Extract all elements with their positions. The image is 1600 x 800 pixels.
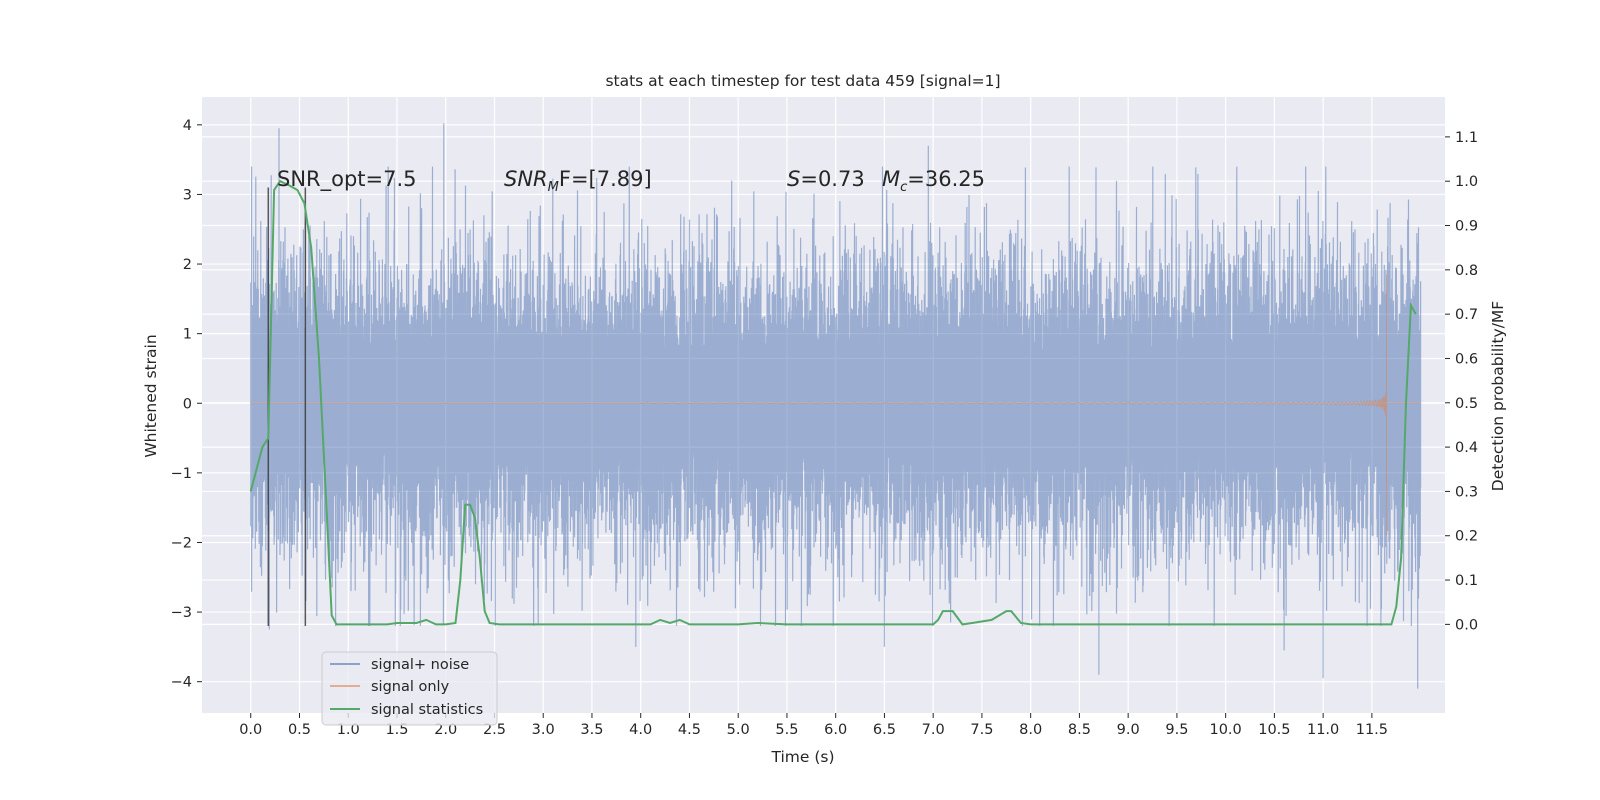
y2-tick-label: 1.0	[1455, 174, 1478, 190]
y-tick-label: 2	[183, 257, 192, 273]
x-tick-label: 6.5	[873, 722, 896, 738]
y2-tick-label: 0.9	[1455, 219, 1478, 235]
x-tick-label: 2.0	[434, 722, 457, 738]
y2-tick-label: 0.2	[1455, 529, 1478, 545]
x-tick-label: 4.5	[678, 722, 701, 738]
y2-tick-label: 0.3	[1455, 484, 1478, 500]
x-tick-label: 3.5	[580, 722, 603, 738]
x-tick-label: 4.0	[629, 722, 652, 738]
series-signal-plus-noise	[250, 123, 1422, 689]
annotation-snr-mf-sub: M	[548, 180, 559, 195]
y2-tick-label: 1.1	[1455, 130, 1478, 146]
y2-tick-label: 0.7	[1455, 307, 1478, 323]
y2-tick-label: 0.1	[1455, 573, 1478, 589]
x-tick-label: 2.5	[483, 722, 506, 738]
annotation-mc-sub: c	[900, 180, 907, 195]
y2-tick-label: 0.8	[1455, 263, 1478, 279]
y-axis-label: Whitened strain	[142, 334, 160, 457]
x-tick-label: 8.5	[1068, 722, 1091, 738]
annotation-snr-mf-name: SNR	[504, 167, 548, 191]
x-tick-label: 7.0	[922, 722, 945, 738]
annotation-mc-name: M	[882, 167, 900, 191]
y2-axis-label: Detection probability/MF	[1489, 301, 1507, 492]
x-tick-label: 5.5	[775, 722, 798, 738]
legend-label-signal-statistics: signal statistics	[371, 702, 483, 718]
legend: signal+ noise signal only signal statist…	[321, 651, 498, 726]
y-tick-label: −4	[171, 675, 192, 691]
x-tick-label: 6.0	[824, 722, 847, 738]
y-tick-label: −1	[171, 466, 192, 482]
x-axis-label: Time (s)	[770, 748, 834, 766]
y-tick-label: 3	[183, 187, 192, 203]
annotation-s-value: =0.73	[800, 167, 864, 191]
annotation-snr-mf-rest: F=[7.89]	[559, 167, 652, 191]
y-tick-label: 1	[183, 327, 192, 343]
x-tick-label: 1.5	[385, 722, 408, 738]
x-tick-label: 7.5	[970, 722, 993, 738]
legend-label-signal-plus-noise: signal+ noise	[371, 657, 469, 673]
x-axis-ticks: 0.0 0.5 1.0 1.5 2.0 2.5 3.0 3.5 4.0 4.5 5.0 5.5 6.0 6…	[239, 713, 1388, 738]
y2-tick-label: 0.0	[1455, 617, 1478, 633]
annotation-mc-value: =36.25	[907, 167, 985, 191]
y-tick-label: 0	[183, 396, 192, 412]
annotation-s: S=0.73	[787, 167, 865, 191]
y-tick-label: −2	[171, 535, 192, 551]
legend-box	[321, 651, 498, 726]
x-tick-label: 9.0	[1117, 722, 1140, 738]
x-tick-label: 10.0	[1209, 722, 1241, 738]
x-tick-label: 0.5	[288, 722, 311, 738]
y2-tick-label: 0.6	[1455, 351, 1478, 367]
y-axis-ticks: 4 3 2 1 0 −1 −2 −3 −4	[171, 118, 202, 691]
x-tick-label: 3.0	[532, 722, 555, 738]
y-tick-label: 4	[183, 118, 192, 134]
y-tick-label: −3	[171, 605, 192, 621]
legend-label-signal-only: signal only	[371, 679, 450, 695]
series-signal-statistics	[249, 179, 1417, 626]
y2-tick-label: 0.5	[1455, 396, 1478, 412]
x-tick-label: 1.0	[337, 722, 360, 738]
annotation-s-name: S	[787, 167, 800, 191]
x-tick-label: 10.5	[1258, 722, 1290, 738]
x-tick-label: 0.0	[239, 722, 262, 738]
annotation-mc: Mc=36.25	[882, 167, 985, 195]
y2-axis-ticks: 1.1 1.0 0.9 0.8 0.7 0.6 0.5 0.4 0.3 0.2 0.1 0.0	[1445, 130, 1478, 633]
x-tick-label: 8.0	[1019, 722, 1042, 738]
chart-title: stats at each timestep for test data 459…	[605, 72, 1000, 90]
y2-tick-label: 0.4	[1455, 440, 1478, 456]
series-signal-only	[250, 274, 1421, 536]
x-tick-label: 11.5	[1356, 722, 1388, 738]
annotation-snr-opt: SNR_opt=7.5	[277, 167, 417, 192]
annotation-snr-mf: SNRMF=[7.89]	[504, 167, 652, 195]
x-tick-label: 5.0	[727, 722, 750, 738]
x-tick-label: 9.5	[1165, 722, 1188, 738]
x-tick-label: 11.0	[1307, 722, 1339, 738]
